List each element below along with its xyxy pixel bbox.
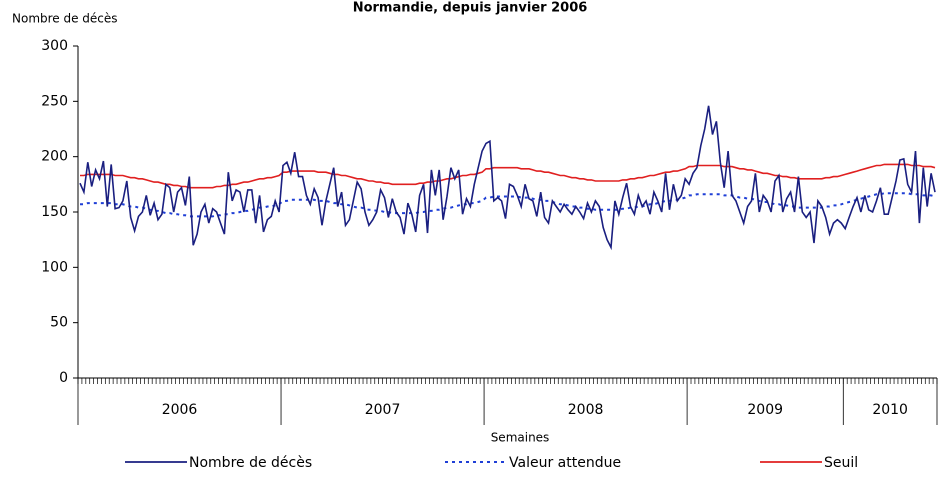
x-axis-label: Semaines bbox=[491, 431, 550, 445]
series-line bbox=[79, 105, 936, 251]
y-tick-label: 100 bbox=[41, 259, 68, 275]
y-tick-label: 200 bbox=[41, 149, 68, 165]
y-tick-label: 300 bbox=[41, 38, 68, 54]
x-group-label: 2009 bbox=[747, 402, 783, 418]
y-tick-label: 50 bbox=[50, 315, 68, 331]
x-group-label: 2007 bbox=[365, 402, 401, 418]
series-line bbox=[80, 192, 936, 218]
chart-title: Normandie, depuis janvier 2006 bbox=[353, 1, 588, 16]
y-tick-label: 250 bbox=[41, 93, 68, 109]
legend-label: Nombre de décès bbox=[189, 455, 312, 471]
series-line bbox=[80, 163, 936, 189]
x-group-label: 2008 bbox=[568, 402, 604, 418]
x-group-label: 2010 bbox=[872, 402, 908, 418]
y-axis-label: Nombre de décès bbox=[12, 12, 118, 26]
legend-label: Valeur attendue bbox=[509, 455, 621, 471]
y-tick-label: 0 bbox=[59, 370, 68, 386]
x-group-label: 2006 bbox=[162, 402, 198, 418]
y-tick-label: 150 bbox=[41, 204, 68, 220]
legend-label: Seuil bbox=[824, 455, 858, 471]
